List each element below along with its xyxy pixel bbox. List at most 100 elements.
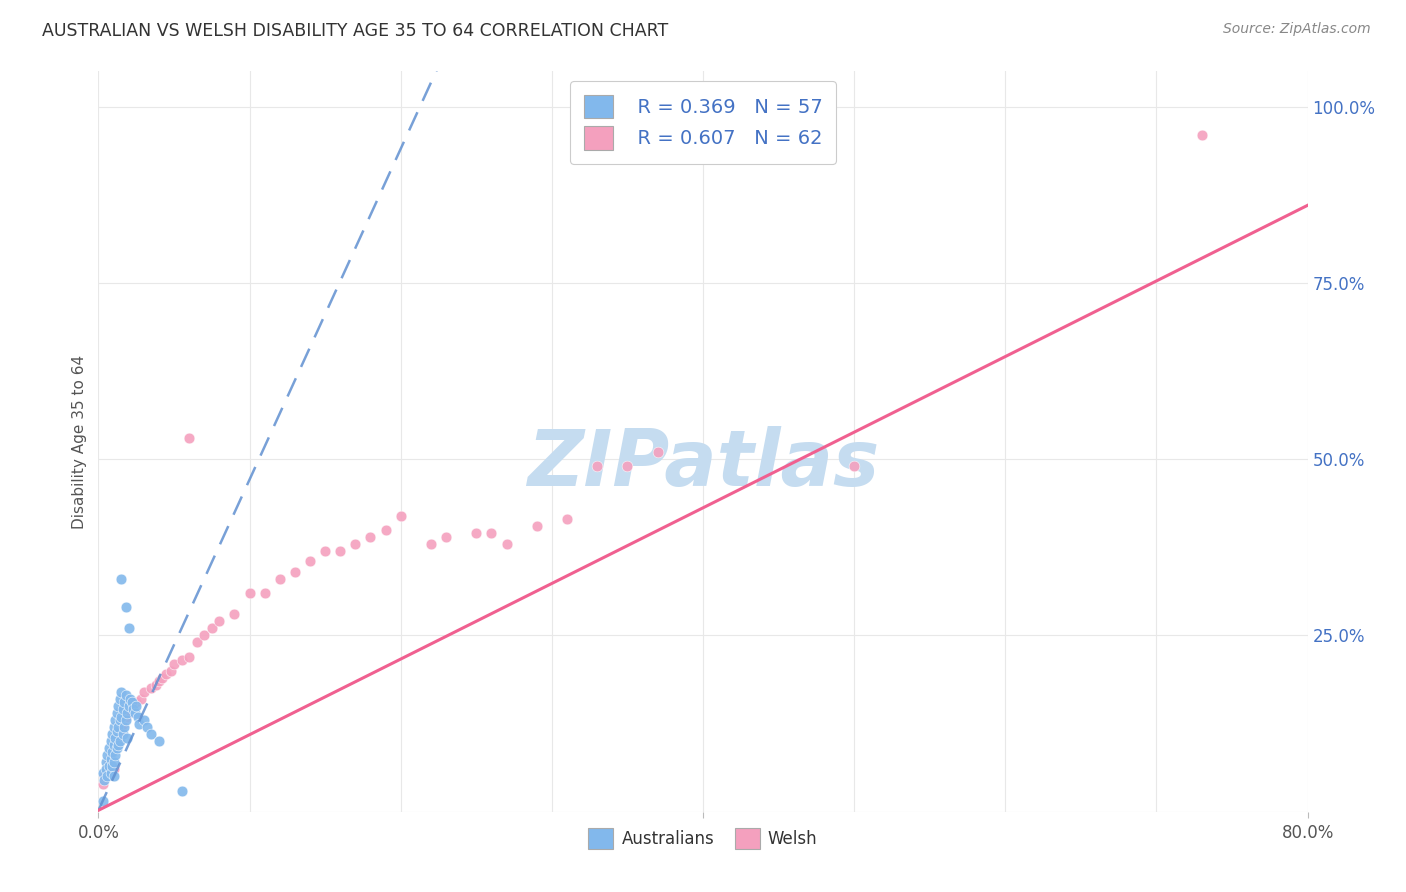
- Point: [360, 530, 382, 544]
- Point: [111, 727, 134, 741]
- Text: ZIPatlas: ZIPatlas: [527, 425, 879, 502]
- Point: [98, 759, 121, 773]
- Point: [107, 698, 129, 713]
- Point: [125, 695, 148, 709]
- Point: [122, 702, 145, 716]
- Point: [141, 727, 163, 741]
- Point: [586, 459, 609, 474]
- Text: Source: ZipAtlas.com: Source: ZipAtlas.com: [1223, 22, 1371, 37]
- Point: [108, 723, 131, 738]
- Point: [135, 720, 157, 734]
- Point: [329, 544, 352, 558]
- Point: [103, 741, 125, 756]
- Point: [132, 685, 155, 699]
- Point: [110, 572, 132, 586]
- Point: [121, 695, 143, 709]
- Point: [170, 783, 193, 797]
- Point: [104, 731, 127, 745]
- Point: [110, 709, 132, 723]
- Point: [112, 720, 135, 734]
- Point: [104, 713, 127, 727]
- Point: [108, 713, 131, 727]
- Point: [148, 734, 170, 748]
- Point: [1191, 128, 1213, 142]
- Point: [434, 530, 457, 544]
- Point: [208, 615, 231, 629]
- Point: [103, 769, 125, 783]
- Y-axis label: Disability Age 35 to 64: Disability Age 35 to 64: [72, 354, 87, 529]
- Point: [91, 794, 114, 808]
- Point: [94, 766, 117, 780]
- Point: [114, 600, 136, 615]
- Point: [314, 544, 336, 558]
- Point: [107, 727, 129, 741]
- Point: [374, 523, 396, 537]
- Point: [96, 748, 118, 763]
- Point: [148, 674, 170, 689]
- Point: [141, 681, 163, 696]
- Point: [186, 635, 208, 649]
- Point: [284, 565, 307, 579]
- Point: [526, 519, 548, 533]
- Point: [118, 621, 141, 635]
- Point: [118, 698, 141, 713]
- Point: [155, 667, 177, 681]
- Point: [129, 692, 152, 706]
- Point: [555, 512, 578, 526]
- Point: [647, 445, 669, 459]
- Point: [103, 763, 125, 777]
- Point: [179, 649, 201, 664]
- Point: [98, 759, 121, 773]
- Point: [107, 720, 129, 734]
- Point: [98, 741, 121, 756]
- Point: [94, 756, 117, 770]
- Point: [105, 706, 128, 720]
- Point: [112, 695, 135, 709]
- Point: [481, 526, 503, 541]
- Point: [91, 776, 114, 790]
- Text: AUSTRALIAN VS WELSH DISABILITY AGE 35 TO 64 CORRELATION CHART: AUSTRALIAN VS WELSH DISABILITY AGE 35 TO…: [42, 22, 668, 40]
- Point: [103, 738, 125, 752]
- Point: [114, 689, 136, 703]
- Point: [105, 741, 128, 756]
- Point: [239, 586, 262, 600]
- Point: [108, 692, 131, 706]
- Point: [91, 766, 114, 780]
- Point: [107, 738, 129, 752]
- Point: [127, 709, 149, 723]
- Point: [128, 716, 150, 731]
- Point: [108, 734, 131, 748]
- Point: [844, 459, 866, 474]
- Point: [420, 537, 443, 551]
- Point: [118, 706, 141, 720]
- Point: [96, 769, 118, 783]
- Point: [124, 706, 146, 720]
- Point: [465, 526, 488, 541]
- Point: [100, 752, 122, 766]
- Legend: Australians, Welsh: Australians, Welsh: [582, 822, 824, 855]
- Point: [163, 657, 186, 671]
- Point: [114, 709, 136, 723]
- Point: [98, 756, 121, 770]
- Point: [111, 702, 134, 716]
- Point: [96, 763, 118, 777]
- Point: [100, 734, 122, 748]
- Point: [101, 745, 124, 759]
- Point: [201, 621, 224, 635]
- Point: [93, 769, 115, 783]
- Point: [112, 713, 135, 727]
- Point: [114, 713, 136, 727]
- Point: [110, 685, 132, 699]
- Point: [100, 752, 122, 766]
- Point: [121, 698, 143, 713]
- Point: [93, 772, 115, 787]
- Point: [145, 678, 167, 692]
- Point: [193, 628, 215, 642]
- Point: [100, 748, 122, 763]
- Point: [299, 554, 322, 568]
- Point: [105, 734, 128, 748]
- Point: [125, 698, 148, 713]
- Point: [389, 508, 412, 523]
- Point: [160, 664, 183, 678]
- Point: [269, 572, 291, 586]
